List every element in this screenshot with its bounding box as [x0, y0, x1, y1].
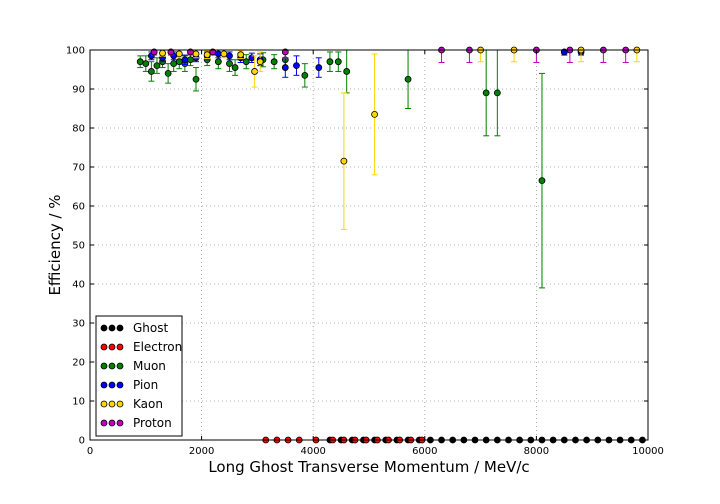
data-marks	[136, 46, 646, 444]
kaon-point	[175, 50, 183, 58]
x-tick-label: 8000	[524, 446, 549, 457]
x-tick-label: 2000	[189, 446, 214, 457]
muon-point	[187, 56, 194, 64]
kaon-point	[203, 51, 211, 59]
legend-marker	[116, 324, 124, 332]
legend-marker	[100, 343, 108, 351]
muon-point	[192, 75, 200, 83]
muon-point	[270, 58, 278, 66]
legend-label-electron: Electron	[133, 340, 182, 354]
legend-marker	[100, 362, 108, 370]
legend-label-pion: Pion	[133, 378, 158, 392]
legend-marker	[108, 381, 116, 389]
y-tick-label: 100	[66, 46, 85, 57]
muon-point	[231, 64, 239, 71]
muon-point	[214, 58, 222, 66]
kaon-point	[237, 51, 245, 59]
x-tick-label: 6000	[412, 446, 437, 457]
muon-point	[404, 75, 412, 83]
legend-label-kaon: Kaon	[133, 397, 163, 411]
y-tick-label: 10	[72, 397, 85, 408]
muon-point	[242, 58, 250, 66]
muon-point	[136, 58, 144, 66]
pion-point	[226, 52, 233, 60]
legend-marker	[108, 400, 116, 408]
legend-marker	[108, 324, 116, 332]
x-tick-label: 0	[87, 446, 93, 457]
legend-marker	[100, 324, 108, 332]
kaon-point	[220, 50, 228, 58]
pion-point	[293, 62, 300, 69]
muon-point	[153, 62, 161, 69]
legend: Ghost Electron Muon Pion Kaon Proton	[95, 315, 183, 437]
kaon-point	[192, 50, 200, 58]
y-tick-label: 90	[72, 85, 85, 96]
legend-marker	[100, 381, 108, 389]
legend-marker	[116, 381, 124, 389]
legend-label-muon: Muon	[133, 359, 166, 373]
kaon-point	[371, 110, 378, 118]
y-tick-label: 50	[72, 241, 85, 252]
muon-point	[326, 58, 334, 66]
kaon-point	[251, 68, 259, 75]
y-tick-label: 0	[79, 436, 85, 447]
kaon-point	[159, 49, 166, 57]
muon-point	[493, 89, 501, 97]
muon-point	[538, 177, 546, 185]
muon-point	[226, 60, 233, 68]
legend-marker	[108, 343, 116, 351]
kaon-point	[256, 58, 264, 66]
legend-marker	[116, 343, 124, 351]
pion-point	[315, 64, 323, 71]
legend-marker	[108, 419, 116, 427]
y-tick-label: 40	[72, 280, 85, 291]
muon-point	[175, 58, 183, 66]
kaon-point	[340, 157, 348, 165]
y-tick-label: 70	[72, 163, 85, 174]
muon-point	[482, 89, 490, 97]
muon-point	[170, 60, 178, 68]
y-tick-label: 30	[72, 319, 85, 330]
y-tick-label: 20	[72, 358, 85, 369]
y-axis-label: Efficiency / %	[46, 194, 64, 295]
muon-point	[147, 68, 155, 75]
x-tick-label: 4000	[300, 446, 325, 457]
legend-marker	[116, 419, 124, 427]
legend-marker	[100, 419, 108, 427]
legend-marker	[108, 362, 116, 370]
axis-ticks: 0 2000 4000 6000 8000 10000 0 10 20 30 40 50 60 70 80 9…	[66, 46, 664, 458]
legend-box	[95, 315, 183, 437]
x-tick-label: 10000	[632, 446, 664, 457]
legend-label-proton: Proton	[133, 416, 172, 430]
muon-point	[343, 68, 351, 75]
legend-marker	[116, 362, 124, 370]
pion-point	[214, 50, 222, 58]
muon-point	[334, 58, 342, 66]
x-axis-label: Long Ghost Transverse Momentum / MeV/c	[208, 458, 529, 476]
legend-marker	[116, 400, 124, 408]
pion-point	[281, 64, 289, 71]
legend-label-ghost: Ghost	[133, 321, 168, 335]
muon-point	[142, 60, 150, 68]
muon-point	[164, 70, 172, 77]
y-tick-label: 80	[72, 124, 85, 135]
legend-marker	[100, 400, 108, 408]
muon-point	[301, 71, 309, 79]
pion-point	[181, 56, 189, 64]
y-tick-label: 60	[72, 202, 85, 213]
